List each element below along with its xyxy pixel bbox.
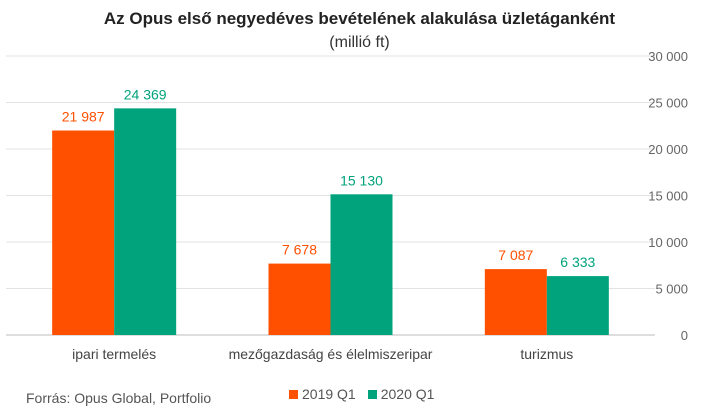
legend-item-2019: 2019 Q1 bbox=[289, 386, 356, 402]
data-label: 15 130 bbox=[340, 172, 383, 188]
bar bbox=[546, 276, 609, 335]
bar bbox=[268, 263, 331, 335]
legend: 2019 Q1 2020 Q1 bbox=[289, 386, 446, 402]
legend-item-2020: 2020 Q1 bbox=[367, 386, 435, 402]
legend-label-2019: 2019 Q1 bbox=[302, 386, 356, 402]
data-label: 21 987 bbox=[62, 109, 105, 125]
y-tick-label: 20 000 bbox=[648, 142, 688, 157]
y-tick-label: 15 000 bbox=[648, 189, 688, 204]
y-tick-label: 30 000 bbox=[648, 49, 688, 64]
x-tick-label: ipari termelés bbox=[72, 346, 156, 362]
y-tick-label: 10 000 bbox=[648, 235, 688, 250]
y-tick-label: 25 000 bbox=[648, 96, 688, 111]
bar bbox=[52, 130, 115, 335]
legend-swatch-2020 bbox=[367, 389, 377, 399]
x-tick-label: mezőgazdaság és élelmiszeripar bbox=[229, 346, 433, 362]
bar bbox=[484, 269, 547, 335]
data-label: 7 087 bbox=[498, 247, 533, 263]
bar bbox=[330, 194, 393, 335]
data-label: 7 678 bbox=[282, 242, 317, 258]
data-label: 6 333 bbox=[560, 254, 595, 270]
chart-subtitle: (millió ft) bbox=[329, 34, 390, 51]
legend-label-2020: 2020 Q1 bbox=[380, 386, 435, 402]
legend-swatch-2019 bbox=[289, 389, 298, 399]
x-tick-label: turizmus bbox=[520, 346, 573, 362]
chart-title: Az Opus első negyedéves bevételének alak… bbox=[103, 9, 616, 28]
y-tick-label: 0 bbox=[681, 328, 688, 343]
data-label: 24 369 bbox=[124, 86, 167, 102]
bar bbox=[114, 108, 177, 335]
y-tick-label: 5 000 bbox=[655, 282, 688, 297]
source-note: Forrás: Opus Global, Portfolio bbox=[26, 390, 212, 406]
